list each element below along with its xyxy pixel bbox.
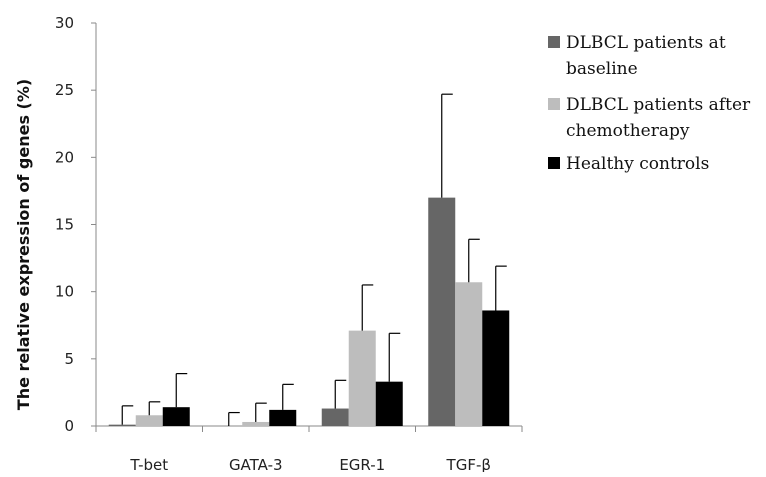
bar (242, 421, 270, 426)
bar (455, 282, 483, 426)
legend-swatch (548, 98, 560, 110)
bar (482, 310, 510, 426)
y-tick-label: 10 (55, 283, 74, 301)
y-tick-label: 30 (55, 14, 74, 32)
x-tick-label: T-bet (129, 456, 168, 472)
legend-label: baseline (566, 59, 638, 79)
bar (428, 197, 456, 426)
y-tick-label: 25 (55, 81, 74, 99)
y-tick-label: 5 (64, 350, 74, 368)
bar (321, 408, 349, 426)
legend-swatch (548, 36, 560, 48)
x-tick-label: EGR-1 (339, 456, 385, 472)
legend-label: DLBCL patients after (566, 95, 751, 115)
bar (375, 381, 403, 426)
legend-swatch (548, 157, 560, 169)
y-tick-label: 0 (64, 417, 74, 435)
bar (135, 415, 163, 426)
x-tick-label: GATA-3 (229, 456, 283, 472)
legend-label: chemotherapy (566, 121, 690, 141)
y-tick-label: 15 (55, 216, 74, 234)
bar (162, 407, 190, 426)
legend-label: DLBCL patients at (566, 33, 726, 53)
y-tick-label: 20 (55, 148, 74, 166)
bar (348, 330, 376, 426)
bar (269, 409, 297, 426)
bar (108, 424, 136, 426)
legend-label: Healthy controls (566, 154, 709, 174)
y-axis-title: The relative expression of genes (%) (14, 79, 33, 410)
x-tick-label: TGF-β (446, 456, 491, 472)
